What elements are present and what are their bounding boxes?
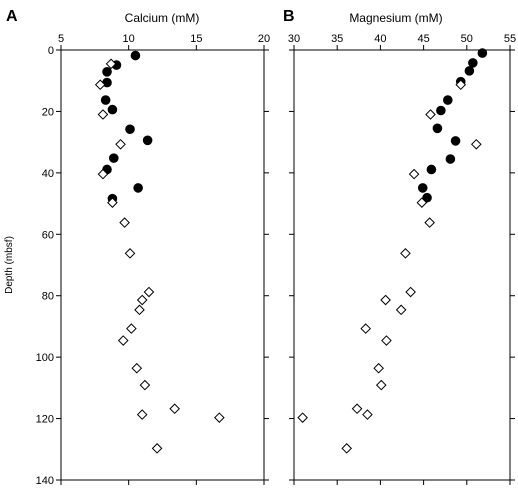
data-point-circle	[464, 66, 475, 76]
data-point-diamond	[143, 286, 155, 298]
data-point-diamond	[115, 138, 126, 150]
data-point-diamond	[119, 217, 130, 228]
y-tick-label: 120	[36, 414, 54, 426]
data-point-diamond	[416, 197, 428, 208]
data-point-diamond	[408, 168, 420, 180]
data-point-diamond	[124, 248, 136, 259]
data-point-diamond	[126, 323, 137, 334]
data-point-diamond	[97, 168, 109, 180]
data-point-circle	[432, 123, 443, 134]
panel-b-marks	[297, 48, 488, 454]
data-point-diamond	[169, 403, 180, 415]
data-point-diamond	[381, 335, 392, 346]
data-point-diamond	[97, 109, 109, 120]
data-point-circle	[468, 58, 478, 68]
panel-a-label: A	[6, 8, 18, 25]
panel-a-marks	[94, 50, 225, 454]
data-point-circle	[422, 192, 432, 203]
x-tick-label: 40	[374, 33, 386, 45]
data-point-diamond	[151, 443, 163, 454]
data-point-circle	[417, 183, 428, 193]
data-point-diamond	[380, 294, 391, 306]
panel-a-x-axis-title: Calcium (mM)	[125, 11, 200, 25]
data-point-diamond	[341, 443, 353, 454]
data-point-circle	[108, 153, 119, 163]
data-point-diamond	[362, 409, 373, 420]
data-point-circle	[107, 104, 118, 115]
y-tick-label: 40	[42, 168, 54, 180]
panel-b-label: B	[283, 8, 295, 25]
data-point-circle	[133, 183, 143, 193]
data-point-circle	[100, 95, 111, 105]
data-point-diamond	[134, 304, 145, 316]
panel-b-plot-frame	[293, 49, 511, 481]
panel-b: B Magnesium (mM) 30 35 40 45 50 55	[283, 8, 516, 485]
data-point-circle	[125, 124, 135, 135]
data-point-diamond	[360, 323, 372, 334]
y-tick-label: 100	[36, 352, 54, 364]
panel-a-ticks: 5 10 15 20 0 20 40 60 80 100 120 140	[36, 33, 270, 487]
data-point-circle	[477, 48, 488, 58]
data-point-diamond	[405, 286, 416, 298]
data-point-diamond	[136, 409, 148, 420]
data-point-diamond	[425, 109, 436, 120]
data-point-diamond	[139, 379, 151, 391]
y-tick-label: 20	[42, 106, 54, 118]
panel-b-ticks: 30 35 40 45 50 55	[288, 33, 516, 485]
panel-a-plot-frame	[60, 49, 265, 481]
data-point-diamond	[424, 217, 435, 228]
data-point-circle	[142, 135, 153, 146]
data-point-diamond	[373, 362, 384, 374]
data-point-diamond	[395, 304, 407, 316]
data-point-circle	[426, 164, 437, 175]
data-point-diamond	[136, 294, 148, 306]
data-point-diamond	[117, 335, 129, 346]
data-point-diamond	[400, 248, 411, 259]
data-point-diamond	[131, 362, 143, 374]
y-tick-label: 60	[42, 229, 54, 241]
x-tick-label: 15	[190, 33, 202, 45]
x-tick-label: 30	[288, 33, 300, 45]
data-point-circle	[445, 154, 456, 164]
x-tick-label: 10	[123, 33, 135, 45]
data-point-circle	[442, 95, 453, 105]
x-tick-label: 50	[461, 33, 473, 45]
data-point-diamond	[94, 79, 106, 91]
data-point-circle	[102, 67, 112, 77]
y-tick-label: 80	[42, 291, 54, 303]
data-point-diamond	[375, 379, 387, 391]
panel-b-x-axis-title: Magnesium (mM)	[349, 11, 442, 25]
y-tick-label: 0	[48, 45, 54, 57]
data-point-circle	[450, 136, 461, 146]
panel-a: A Calcium (mM) Depth (mbsf) 5 10 15 20 0 20 40…	[4, 8, 270, 487]
data-point-diamond	[455, 79, 467, 91]
data-point-circle	[436, 105, 446, 116]
y-tick-label: 140	[36, 475, 54, 487]
x-tick-label: 45	[417, 33, 429, 45]
data-point-diamond	[297, 412, 308, 423]
x-tick-label: 55	[504, 33, 516, 45]
data-point-diamond	[105, 58, 117, 70]
data-point-diamond	[351, 403, 363, 415]
x-tick-label: 20	[258, 33, 270, 45]
data-point-diamond	[107, 197, 118, 208]
data-point-circle	[130, 50, 141, 61]
data-point-diamond	[214, 412, 225, 423]
x-tick-label: 35	[331, 33, 343, 45]
x-tick-label: 5	[58, 33, 64, 45]
y-axis-title: Depth (mbsf)	[4, 236, 15, 294]
data-point-diamond	[470, 138, 482, 150]
